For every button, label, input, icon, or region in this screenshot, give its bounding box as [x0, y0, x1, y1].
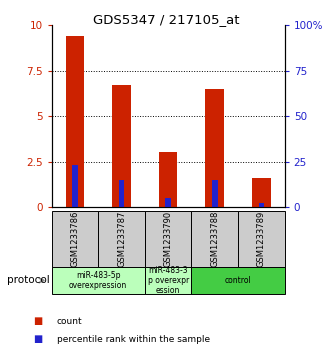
- Bar: [72, 165, 78, 207]
- Bar: [52, 211, 98, 267]
- Bar: [259, 203, 264, 207]
- Bar: [145, 267, 191, 294]
- Text: miR-483-5p
overexpression: miR-483-5p overexpression: [69, 271, 127, 290]
- Bar: [112, 85, 131, 207]
- Bar: [205, 89, 224, 207]
- Bar: [166, 198, 171, 207]
- Bar: [52, 267, 145, 294]
- Bar: [66, 36, 84, 207]
- Bar: [252, 178, 271, 207]
- Bar: [98, 211, 145, 267]
- Bar: [145, 211, 191, 267]
- Text: GSM1233787: GSM1233787: [117, 211, 126, 267]
- Text: control: control: [225, 276, 251, 285]
- Text: ■: ■: [33, 334, 43, 344]
- Text: GSM1233790: GSM1233790: [164, 211, 173, 267]
- Text: ■: ■: [33, 316, 43, 326]
- Text: GSM1233789: GSM1233789: [257, 211, 266, 267]
- Bar: [238, 211, 285, 267]
- Bar: [191, 267, 285, 294]
- Bar: [119, 180, 124, 207]
- Text: miR-483-3
p overexpr
ession: miR-483-3 p overexpr ession: [148, 265, 189, 295]
- Text: GSM1233786: GSM1233786: [70, 211, 80, 267]
- Text: GDS5347 / 217105_at: GDS5347 / 217105_at: [93, 13, 240, 26]
- Text: protocol: protocol: [7, 276, 49, 285]
- Bar: [191, 211, 238, 267]
- Bar: [212, 180, 217, 207]
- Text: GSM1233788: GSM1233788: [210, 211, 219, 267]
- Text: count: count: [57, 317, 82, 326]
- Bar: [159, 152, 177, 207]
- Text: percentile rank within the sample: percentile rank within the sample: [57, 335, 210, 344]
